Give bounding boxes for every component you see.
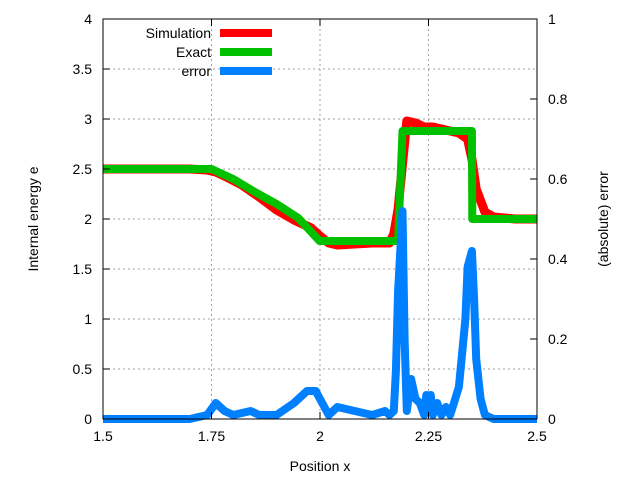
y-axis-label: Internal energy e [25,166,41,271]
legend-label-error: error [181,63,211,79]
y-tick-label: 2.5 [73,161,93,177]
y-tick-label: 1.5 [73,261,93,277]
y-tick-label: 4 [84,11,92,27]
legend-label-exact: Exact [176,44,211,60]
ticks: 1.5 1.75 2 2.25 2.500.511.522.533.5400.20.40… [73,11,568,444]
y2-tick-label: 0.2 [548,331,568,347]
x-tick-label: 2.5 [527,428,547,444]
legend-label-simulation: Simulation [146,25,211,41]
y-tick-label: 2 [84,211,92,227]
y-tick-label: 0.5 [73,361,93,377]
y-tick-label: 1 [84,311,92,327]
x-axis-label: Position x [290,458,351,474]
legend: Simulation Exact error [146,25,272,79]
x-tick-label: 2.25 [415,428,442,444]
series-line-exact [103,127,537,245]
y2-axis-label: (absolute) error [595,171,611,267]
x-tick-label: 1.5 [93,428,113,444]
y2-tick-label: 0.6 [548,171,568,187]
series-layer [103,116,537,423]
y-tick-label: 0 [84,411,92,427]
y-tick-label: 3.5 [73,61,93,77]
y2-tick-label: 0.4 [548,251,568,267]
y-tick-label: 3 [84,111,92,127]
y2-tick-label: 0.8 [548,91,568,107]
x-tick-label: 2 [316,428,324,444]
y2-tick-label: 1 [548,11,556,27]
y2-tick-label: 0 [548,411,556,427]
x-tick-label: 1.75 [198,428,225,444]
series-line-error [103,207,537,423]
